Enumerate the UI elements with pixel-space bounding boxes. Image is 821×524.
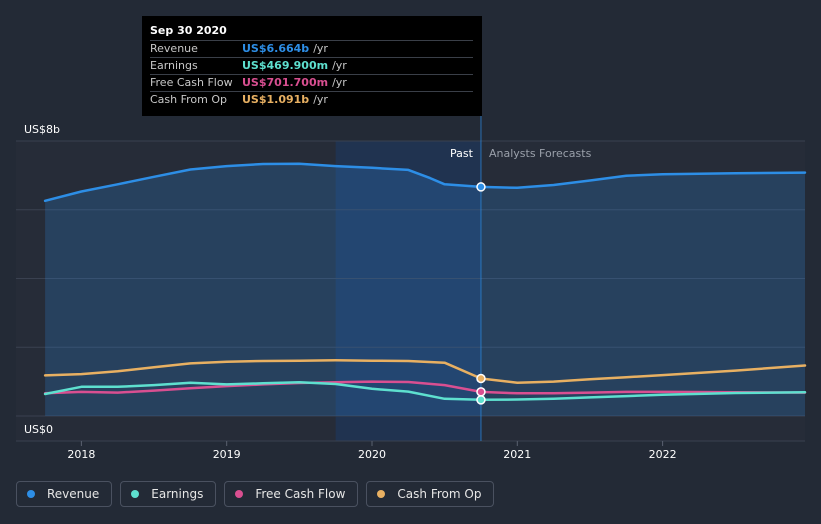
legend-label: Earnings	[151, 487, 204, 501]
earnings-marker	[476, 395, 486, 405]
revenue-marker	[476, 182, 486, 192]
tooltip-value: US$701.700m/yr	[242, 76, 347, 89]
tooltip-date: Sep 30 2020	[150, 24, 227, 37]
cash-from-op-marker	[476, 373, 486, 384]
x-tick-label: 2022	[649, 448, 677, 461]
tooltip-label: Earnings	[150, 59, 198, 72]
tooltip-label: Free Cash Flow	[150, 76, 233, 89]
gridlines	[16, 140, 805, 442]
legend-item-free-cash-flow[interactable]: Free Cash Flow	[224, 481, 359, 507]
legend-label: Free Cash Flow	[255, 487, 346, 501]
legend-item-earnings[interactable]: Earnings	[120, 481, 217, 507]
tooltip-row-free-cash-flow: Free Cash Flow US$701.700m/yr	[150, 74, 473, 91]
legend-dot-icon	[131, 490, 140, 498]
earnings-line	[43, 381, 807, 402]
tooltip-value: US$6.664b/yr	[242, 42, 328, 55]
legend-item-cash-from-op[interactable]: Cash From Op	[366, 481, 495, 507]
tooltip-row-cash-from-op: Cash From Op US$1.091b/yr	[150, 91, 473, 108]
x-tick-label: 2019	[213, 448, 241, 461]
y-axis-top-label: US$8b	[24, 123, 60, 136]
tooltip-label: Revenue	[150, 42, 198, 55]
x-axis-ticks: 2018 2019 2020 2021 2022	[67, 441, 677, 461]
revenue-area	[45, 163, 806, 416]
legend-dot-icon	[235, 490, 244, 498]
y-axis-bottom-label: US$0	[24, 423, 53, 436]
legend-label: Cash From Op	[397, 487, 482, 501]
legend-item-revenue[interactable]: Revenue	[16, 481, 113, 507]
tooltip-row-earnings: Earnings US$469.900m/yr	[150, 57, 473, 74]
x-tick-label: 2020	[358, 448, 386, 461]
past-label: Past	[450, 147, 474, 160]
legend-dot-icon	[27, 490, 35, 498]
x-tick-label: 2018	[67, 448, 95, 461]
cash-from-op-line	[43, 359, 807, 384]
revenue-line	[43, 162, 807, 203]
tooltip-value: US$469.900m/yr	[242, 59, 347, 72]
legend-label: Revenue	[47, 487, 100, 501]
tooltip-value: US$1.091b/yr	[242, 93, 328, 106]
forecast-label: Analysts Forecasts	[489, 147, 592, 160]
tooltip: Sep 30 2020 Revenue US$6.664b/yr Earning…	[142, 16, 482, 116]
tooltip-label: Cash From Op	[150, 93, 228, 106]
series-markers	[476, 182, 486, 405]
series-areas	[45, 163, 806, 416]
free-cash-flow-line	[43, 380, 807, 395]
x-tick-label: 2021	[503, 448, 531, 461]
tooltip-row-revenue: Revenue US$6.664b/yr	[150, 40, 473, 57]
legend: Revenue Earnings Free Cash Flow Cash Fro…	[16, 481, 495, 509]
series-lines	[43, 162, 807, 402]
legend-dot-icon	[377, 490, 386, 498]
free-cash-flow-marker	[476, 387, 486, 397]
